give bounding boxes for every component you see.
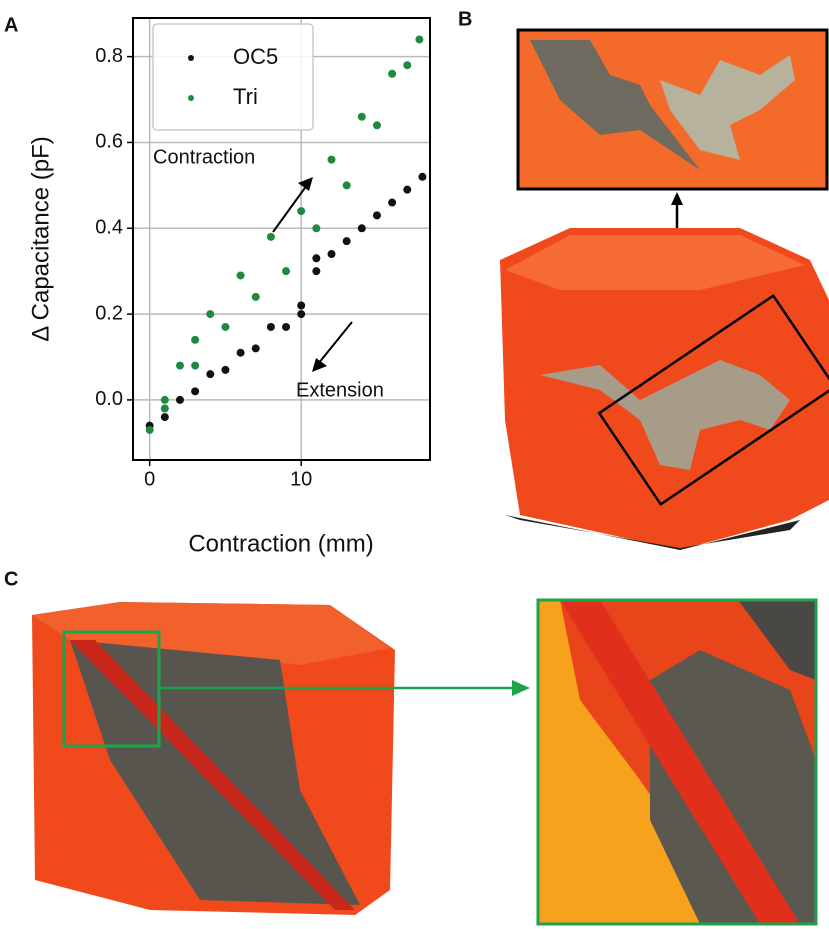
data-point xyxy=(373,121,381,129)
y-tick-label: 0.8 xyxy=(95,45,123,67)
data-point xyxy=(237,271,245,279)
data-point xyxy=(237,349,245,357)
data-point xyxy=(221,323,229,331)
arrow-head xyxy=(512,680,530,696)
data-point xyxy=(388,199,396,207)
data-point xyxy=(415,35,423,43)
x-tick-label: 10 xyxy=(290,468,312,490)
y-tick-label: 0.6 xyxy=(95,131,123,153)
arrow-head xyxy=(671,192,683,205)
panel-label: B xyxy=(458,8,472,30)
data-point xyxy=(328,250,336,258)
photo-zoom xyxy=(538,600,816,924)
data-point xyxy=(161,396,169,404)
arrow-head xyxy=(312,358,327,372)
annotation: Contraction xyxy=(153,146,255,168)
panel-label: C xyxy=(4,568,18,590)
data-point xyxy=(146,426,154,434)
arrow-head xyxy=(298,177,313,191)
figure: A B C Contraction (mm) Δ Capacitance xyxy=(0,0,829,929)
photo-inset xyxy=(518,30,827,189)
data-point xyxy=(267,323,275,331)
data-point xyxy=(312,224,320,232)
data-point xyxy=(252,293,260,301)
data-point xyxy=(297,207,305,215)
photo-object xyxy=(500,228,829,550)
data-point xyxy=(176,396,184,404)
panel-label: A xyxy=(4,14,18,36)
y-axis-label: Δ Capacitance (pF) xyxy=(27,136,54,341)
data-point xyxy=(191,336,199,344)
data-point xyxy=(312,254,320,262)
data-point xyxy=(282,267,290,275)
legend-marker xyxy=(188,95,194,101)
data-point xyxy=(358,113,366,121)
data-point xyxy=(282,323,290,331)
data-point xyxy=(267,233,275,241)
legend-box xyxy=(153,24,313,130)
data-point xyxy=(191,387,199,395)
data-point xyxy=(176,362,184,370)
legend-label: OC5 xyxy=(233,44,278,69)
legend-marker xyxy=(188,55,194,61)
data-point xyxy=(328,156,336,164)
x-tick-label: 0 xyxy=(144,468,155,490)
chart: Contraction (mm) Δ Capacitance (pF) 0.0 0… xyxy=(27,18,430,557)
data-point xyxy=(403,61,411,69)
arrow xyxy=(318,322,352,364)
data-point xyxy=(403,186,411,194)
data-point xyxy=(252,344,260,352)
x-axis-label: Contraction (mm) xyxy=(188,530,373,557)
data-point xyxy=(297,302,305,310)
data-point xyxy=(373,211,381,219)
data-point xyxy=(343,237,351,245)
annotation: Extension xyxy=(296,379,384,401)
data-point xyxy=(221,366,229,374)
data-point xyxy=(191,362,199,370)
data-point xyxy=(418,173,426,181)
y-tick-label: 0.2 xyxy=(95,302,123,324)
legend-label: Tri xyxy=(233,84,258,109)
data-point xyxy=(161,405,169,413)
data-point xyxy=(206,370,214,378)
y-tick-label: 0.4 xyxy=(95,217,123,239)
photo-block xyxy=(32,602,395,915)
y-tick-label: 0.0 xyxy=(95,388,123,410)
data-point xyxy=(206,310,214,318)
data-point xyxy=(312,267,320,275)
data-point xyxy=(388,70,396,78)
data-point xyxy=(343,181,351,189)
data-point xyxy=(161,413,169,421)
data-point xyxy=(358,224,366,232)
data-point xyxy=(297,310,305,318)
